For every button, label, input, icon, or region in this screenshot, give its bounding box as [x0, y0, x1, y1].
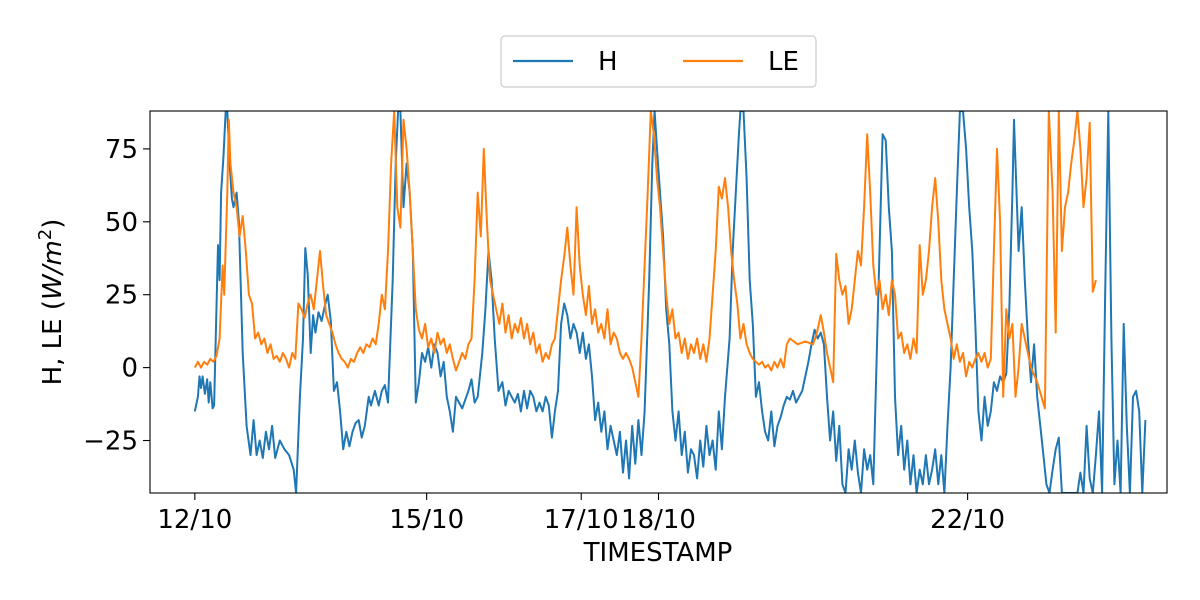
y-tick-label: 0 — [121, 354, 138, 384]
y-axis-label-close: ) — [38, 219, 68, 229]
y-tick-label: −25 — [83, 427, 138, 457]
y-tick-label: 75 — [105, 135, 138, 165]
x-tick-label: 18/10 — [621, 505, 696, 535]
y-axis-label: H, LE (W/m2) — [35, 219, 68, 386]
y-axis-label-unit-w: W — [38, 273, 68, 300]
y-tick-label: 50 — [105, 208, 138, 238]
y-axis-label-main: H, LE ( — [38, 300, 68, 385]
y-tick-label: 25 — [105, 281, 138, 311]
x-axis-label: TIMESTAMP — [583, 538, 733, 568]
y-axis-label-unit-m: /m — [38, 240, 68, 276]
legend-label-le: LE — [768, 47, 799, 77]
x-tick-label: 22/10 — [930, 505, 1005, 535]
series-line-h — [193, 111, 1147, 493]
series-line-le — [193, 111, 1097, 410]
x-tick-label: 17/10 — [544, 505, 619, 535]
y-axis-label-exponent: 2 — [35, 229, 56, 240]
x-tick-label: 12/10 — [157, 505, 232, 535]
x-tick-label: 15/10 — [389, 505, 464, 535]
legend-box — [500, 35, 817, 88]
x-axis: 12/10 15/10 17/10 18/10 22/10 — [157, 493, 1005, 535]
series-layer — [193, 111, 1147, 493]
legend-label-h: H — [598, 47, 618, 77]
legend: H LE — [500, 35, 817, 88]
y-axis: 75 50 25 0 −25 — [83, 135, 150, 457]
